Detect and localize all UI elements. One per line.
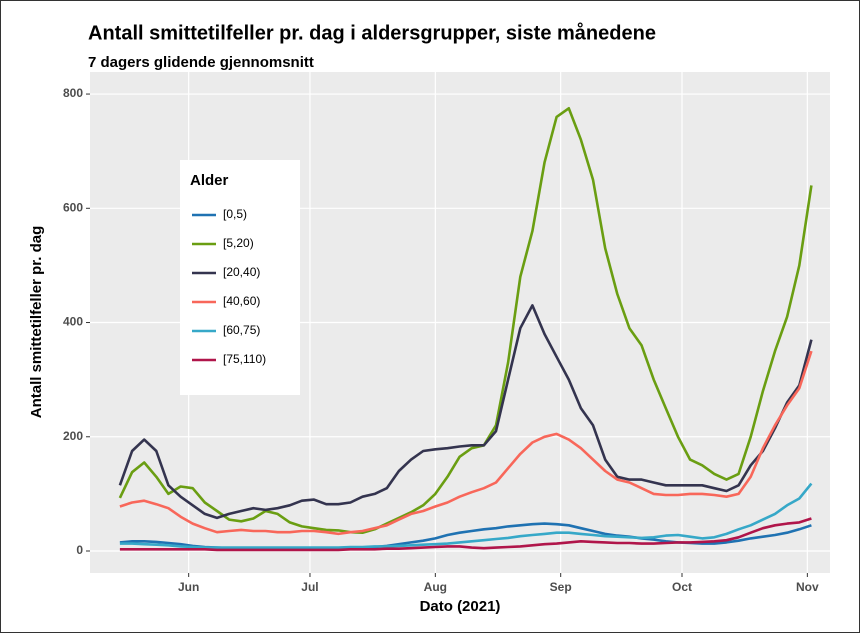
legend-title: Alder (190, 172, 229, 189)
y-tick-label: 600 (63, 200, 83, 214)
legend-box (180, 160, 300, 395)
x-axis-title: Dato (2021) (420, 598, 501, 615)
x-tick-label: Sep (550, 580, 572, 594)
x-tick-label: Nov (796, 580, 819, 594)
legend-label: [20,40) (223, 265, 260, 279)
legend-label: [75,110) (223, 352, 266, 366)
legend-label: [5,20) (223, 236, 254, 250)
legend-label: [0,5) (223, 207, 247, 221)
legend-label: [40,60) (223, 294, 260, 308)
x-tick-label: Aug (424, 580, 447, 594)
y-tick-label: 0 (76, 543, 83, 557)
series-line (119, 517, 812, 552)
series-line (119, 350, 813, 536)
x-tick-label: Jun (178, 580, 199, 594)
y-axis-title: Antall smittetilfeller pr. dag (28, 226, 45, 419)
series-line (118, 107, 813, 534)
y-tick-label: 800 (63, 86, 83, 100)
series-line (119, 482, 813, 549)
chart-subtitle: 7 dagers glidende gjennomsnitt (88, 54, 314, 71)
y-tick-label: 200 (63, 429, 83, 443)
x-tick-label: Oct (672, 580, 692, 594)
legend-label: [60,75) (223, 323, 260, 337)
chart-title: Antall smittetilfeller pr. dag i aldersg… (88, 21, 656, 44)
x-tick-label: Jul (301, 580, 318, 594)
series-line (118, 304, 813, 520)
y-tick-label: 400 (63, 315, 83, 329)
